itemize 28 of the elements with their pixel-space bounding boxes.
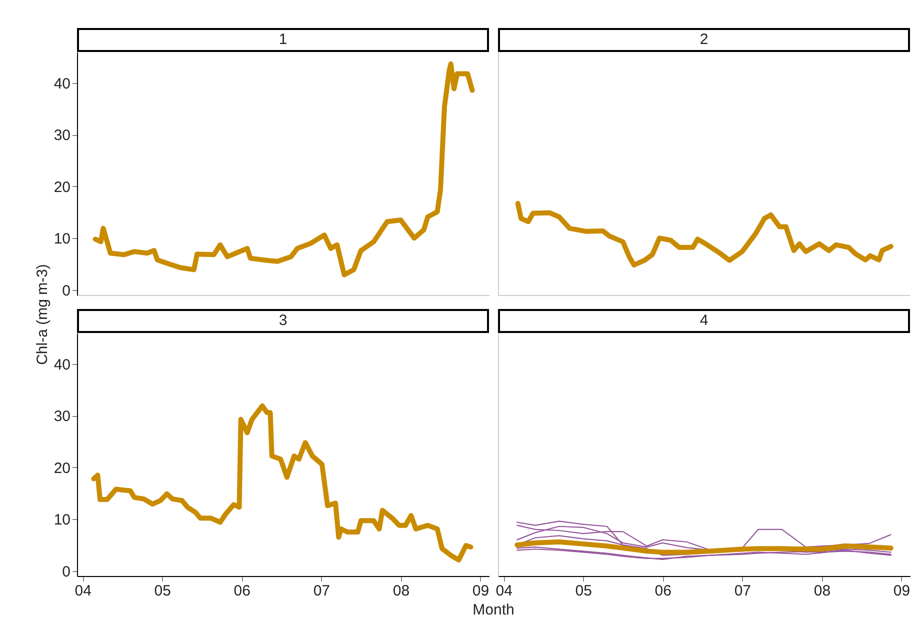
- y-tick-label: 10: [54, 512, 70, 529]
- x-tick-label: 06: [654, 582, 672, 600]
- x-tick-label: 05: [575, 582, 592, 600]
- y-tick-label: 20: [54, 460, 70, 477]
- x-tick-label: 05: [154, 582, 171, 600]
- x-tick-label: 04: [74, 582, 92, 600]
- x-tick-label: 08: [814, 582, 831, 600]
- y-tick-label: 40: [54, 356, 70, 374]
- y-tick-label: 10: [54, 230, 70, 248]
- x-tick-label: 08: [392, 582, 410, 600]
- chart-title: 4: [498, 309, 910, 333]
- x-tick-label: 04: [496, 582, 512, 600]
- y-tick-label: 30: [54, 408, 70, 426]
- y-tick-label: 40: [54, 76, 70, 93]
- y-tick-label: 0: [62, 563, 70, 580]
- x-tick-label: 09: [472, 582, 490, 600]
- chart-title: 3: [77, 309, 489, 333]
- chart-title: 2: [498, 28, 910, 52]
- y-axis-title: Chl-a (mg m-3): [34, 264, 51, 365]
- x-tick-label: 07: [734, 582, 752, 600]
- y-tick-label: 20: [54, 178, 70, 196]
- y-tick-label: 30: [54, 127, 70, 144]
- y-tick-label: 0: [62, 282, 70, 300]
- x-tick-label: 06: [234, 582, 250, 600]
- chart-title: 1: [77, 28, 489, 52]
- x-axis-title: Month: [472, 602, 514, 618]
- x-tick-label: 07: [313, 582, 330, 600]
- x-tick-label: 09: [893, 582, 910, 600]
